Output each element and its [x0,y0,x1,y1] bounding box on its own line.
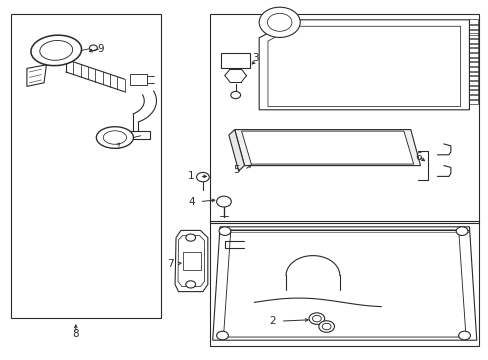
Bar [183,252,201,270]
Text: 9: 9 [98,44,104,54]
Polygon shape [175,230,207,292]
Circle shape [455,227,467,235]
Bar [221,53,250,68]
Ellipse shape [31,35,81,66]
Polygon shape [27,65,46,86]
Text: 9: 9 [114,141,121,151]
Text: 3: 3 [251,53,258,63]
Text: 8: 8 [72,329,79,339]
Ellipse shape [40,40,73,60]
Polygon shape [234,130,420,166]
Circle shape [219,227,230,235]
Circle shape [308,313,324,324]
Bar [210,14,478,223]
Polygon shape [241,131,413,164]
Polygon shape [212,227,476,340]
Ellipse shape [103,131,126,144]
Bar [210,221,478,346]
Circle shape [230,91,240,99]
Text: 5: 5 [232,165,239,175]
Text: 2: 2 [269,316,276,326]
Ellipse shape [96,127,133,148]
Polygon shape [259,20,468,110]
Bar [121,131,150,139]
Polygon shape [228,130,244,171]
Bar [129,74,146,85]
Circle shape [267,13,291,31]
Circle shape [458,331,469,340]
Text: 6: 6 [415,152,422,162]
Text: 1: 1 [187,171,194,181]
Circle shape [216,196,231,207]
Text: 4: 4 [187,197,194,207]
Circle shape [185,281,195,288]
Circle shape [196,172,209,182]
Circle shape [318,321,334,332]
Circle shape [89,45,97,51]
Circle shape [185,234,195,241]
Circle shape [312,315,321,322]
Circle shape [322,323,330,330]
Bar [11,14,161,318]
Circle shape [259,7,300,37]
Circle shape [216,331,228,340]
Text: 7: 7 [166,258,173,269]
